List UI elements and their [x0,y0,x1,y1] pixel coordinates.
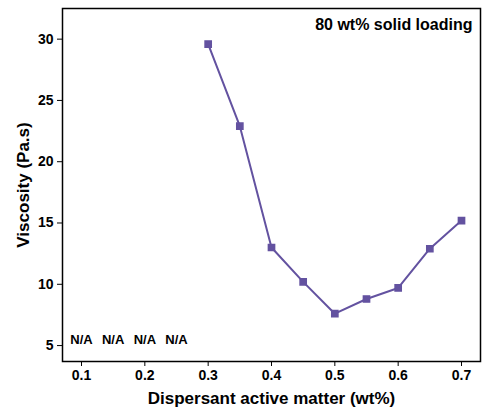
svg-text:N/A: N/A [102,332,125,347]
svg-text:N/A: N/A [70,332,93,347]
svg-text:0.2: 0.2 [135,367,155,383]
svg-text:0.4: 0.4 [262,367,282,383]
svg-text:20: 20 [38,153,54,169]
svg-text:0.6: 0.6 [388,367,408,383]
svg-text:0.1: 0.1 [72,367,92,383]
svg-text:0.3: 0.3 [198,367,218,383]
svg-text:Viscosity (Pa.s): Viscosity (Pa.s) [14,122,33,247]
svg-text:0.7: 0.7 [452,367,472,383]
svg-text:30: 30 [38,31,54,47]
svg-text:5: 5 [46,337,54,353]
svg-text:0.5: 0.5 [325,367,345,383]
svg-text:10: 10 [38,276,54,292]
svg-text:N/A: N/A [165,332,188,347]
svg-text:25: 25 [38,92,54,108]
svg-text:80 wt% solid loading: 80 wt% solid loading [315,16,472,33]
svg-text:N/A: N/A [134,332,157,347]
svg-text:Dispersant active matter (wt%): Dispersant active matter (wt%) [148,389,396,408]
svg-text:15: 15 [38,214,54,230]
